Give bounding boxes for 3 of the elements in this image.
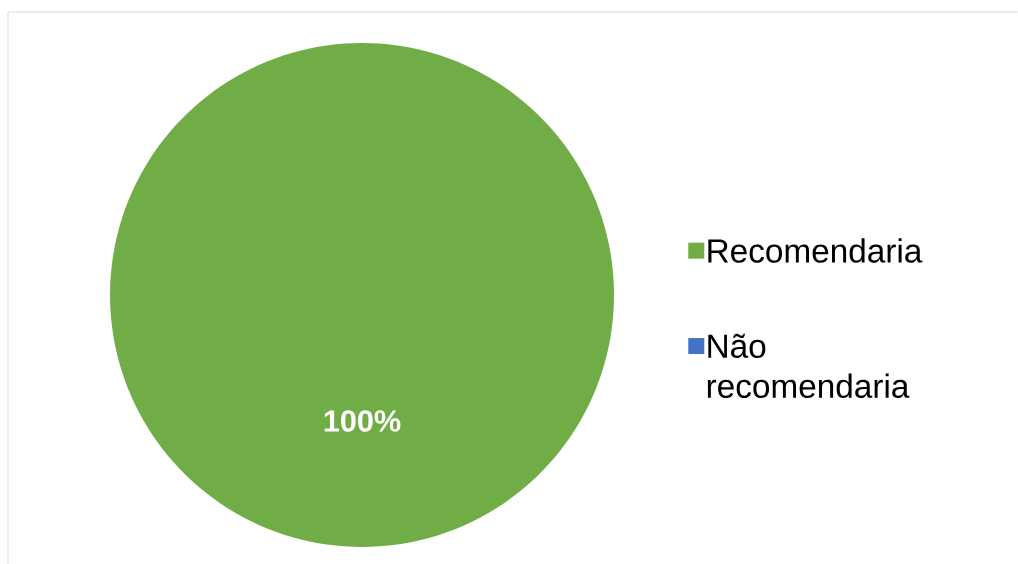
legend-label: Não recomendaria bbox=[707, 333, 910, 398]
data-label: 100% bbox=[324, 410, 401, 432]
legend-label: Recomendaria bbox=[708, 238, 923, 263]
